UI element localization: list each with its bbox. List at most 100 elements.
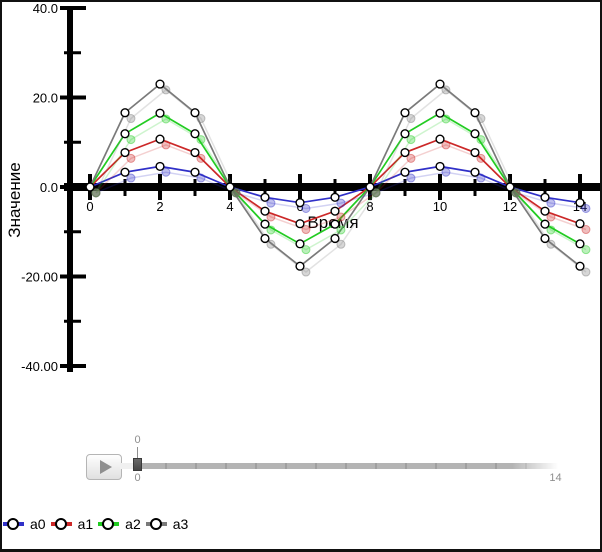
y-tick-label: 0.0 bbox=[40, 180, 58, 195]
slider-track[interactable] bbox=[120, 463, 558, 469]
y-axis-line bbox=[67, 7, 73, 372]
data-point-a0 bbox=[295, 198, 305, 208]
ghost-point-a0 bbox=[126, 173, 136, 183]
x-minor-tick bbox=[193, 179, 197, 196]
x-tick-label: 2 bbox=[156, 199, 163, 214]
data-point-a2 bbox=[435, 108, 445, 118]
y-minor-tick bbox=[64, 51, 81, 55]
ghost-point-a2 bbox=[126, 135, 136, 145]
data-point-a0 bbox=[435, 161, 445, 172]
ghost-point-a2 bbox=[161, 114, 171, 124]
data-point-a0 bbox=[155, 161, 165, 172]
data-point-a3 bbox=[330, 233, 340, 244]
x-major-tick bbox=[578, 174, 582, 200]
ghost-point-a2 bbox=[581, 245, 591, 255]
data-point-a0 bbox=[575, 198, 585, 208]
data-point-a2 bbox=[120, 129, 130, 139]
ghost-point-a0 bbox=[91, 188, 101, 198]
x-minor-tick bbox=[543, 179, 547, 196]
x-tick-label: 10 bbox=[433, 199, 447, 214]
data-point-a0 bbox=[120, 167, 130, 177]
ghost-point-a3 bbox=[301, 267, 311, 277]
data-point-a1 bbox=[295, 219, 305, 229]
y-minor-tick bbox=[64, 230, 81, 234]
data-point-a3 bbox=[470, 108, 480, 118]
y-major-tick bbox=[60, 185, 86, 189]
ghost-point-a1 bbox=[511, 188, 521, 198]
ghost-point-a1 bbox=[476, 153, 486, 163]
ghost-point-a0 bbox=[336, 198, 346, 208]
data-point-a1 bbox=[540, 206, 550, 216]
slider-handle-stem bbox=[137, 447, 138, 459]
ghost-point-a0 bbox=[406, 173, 416, 183]
ghost-point-a1 bbox=[371, 188, 381, 198]
y-minor-tick bbox=[64, 140, 81, 144]
x-tick-label: 8 bbox=[366, 199, 373, 214]
data-point-a3 bbox=[575, 261, 585, 271]
y-tick-label: 20.0 bbox=[33, 91, 58, 106]
data-point-a1 bbox=[400, 147, 410, 158]
ghost-point-a3 bbox=[231, 188, 241, 198]
slider-min-label: 0 bbox=[134, 472, 141, 484]
data-point-a0 bbox=[190, 167, 200, 177]
data-point-a3 bbox=[120, 108, 130, 118]
data-point-a3 bbox=[190, 108, 200, 118]
ghost-point-a2 bbox=[91, 188, 101, 198]
y-axis-title: Значение bbox=[5, 162, 24, 237]
data-point-a2 bbox=[190, 129, 200, 139]
ghost-point-a0 bbox=[511, 188, 521, 198]
ghost-point-a3 bbox=[196, 114, 206, 124]
ghost-point-a0 bbox=[581, 203, 591, 213]
data-point-a1 bbox=[155, 134, 165, 144]
legend-marker-a3 bbox=[145, 518, 167, 530]
x-minor-tick bbox=[263, 179, 267, 196]
slider-handle[interactable] bbox=[133, 458, 142, 471]
plot-canvas: Время Значение 0246810121440.020.00.0-20… bbox=[5, 2, 600, 374]
ghost-point-a0 bbox=[231, 188, 241, 198]
data-point-a3 bbox=[505, 182, 515, 192]
legend-marker-a0 bbox=[3, 518, 24, 530]
y-minor-tick bbox=[64, 319, 81, 323]
legend-item-a2: a2 bbox=[98, 516, 141, 532]
ghost-point-a3 bbox=[581, 267, 591, 277]
ghost-point-a2 bbox=[371, 188, 381, 198]
play-button[interactable] bbox=[86, 454, 122, 480]
ghost-point-a1 bbox=[441, 140, 451, 150]
slider-max-label: 14 bbox=[549, 472, 562, 484]
data-point-a2 bbox=[330, 219, 340, 229]
y-major-tick bbox=[60, 274, 86, 279]
x-tick-label: 0 bbox=[86, 199, 93, 214]
data-point-a3 bbox=[85, 182, 95, 192]
data-point-a0 bbox=[400, 167, 410, 177]
legend-item-a3: a3 bbox=[145, 516, 188, 532]
ghost-point-a0 bbox=[441, 167, 451, 177]
y-tick-label: 40.0 bbox=[33, 2, 58, 16]
legend-label-a1: a1 bbox=[77, 516, 94, 532]
data-point-a2 bbox=[260, 219, 270, 229]
ghost-point-a3 bbox=[126, 114, 136, 124]
ghost-point-a1 bbox=[301, 225, 311, 235]
data-point-a0 bbox=[260, 192, 270, 202]
ghost-point-a0 bbox=[371, 188, 381, 198]
data-point-a1 bbox=[575, 219, 585, 229]
data-point-a2 bbox=[295, 239, 305, 249]
ghost-point-a0 bbox=[161, 167, 171, 177]
ghost-point-a1 bbox=[266, 212, 276, 222]
ghost-point-a0 bbox=[266, 198, 276, 208]
ghost-point-a1 bbox=[581, 225, 591, 235]
ghost-line-a1 bbox=[95, 144, 587, 231]
data-point-a1 bbox=[190, 147, 200, 158]
legend-marker-a2 bbox=[98, 518, 120, 530]
ghost-point-a2 bbox=[196, 135, 206, 145]
x-minor-tick bbox=[333, 179, 337, 196]
legend-marker-a1 bbox=[50, 518, 72, 530]
x-tick-label: 4 bbox=[226, 199, 233, 214]
x-minor-tick bbox=[403, 179, 407, 196]
x-minor-tick bbox=[473, 179, 477, 196]
ghost-point-a2 bbox=[546, 225, 556, 235]
legend-item-a0: a0 bbox=[3, 516, 46, 532]
slider-track-groove bbox=[137, 463, 558, 469]
data-point-a1 bbox=[470, 147, 480, 158]
x-axis-line bbox=[64, 183, 600, 191]
